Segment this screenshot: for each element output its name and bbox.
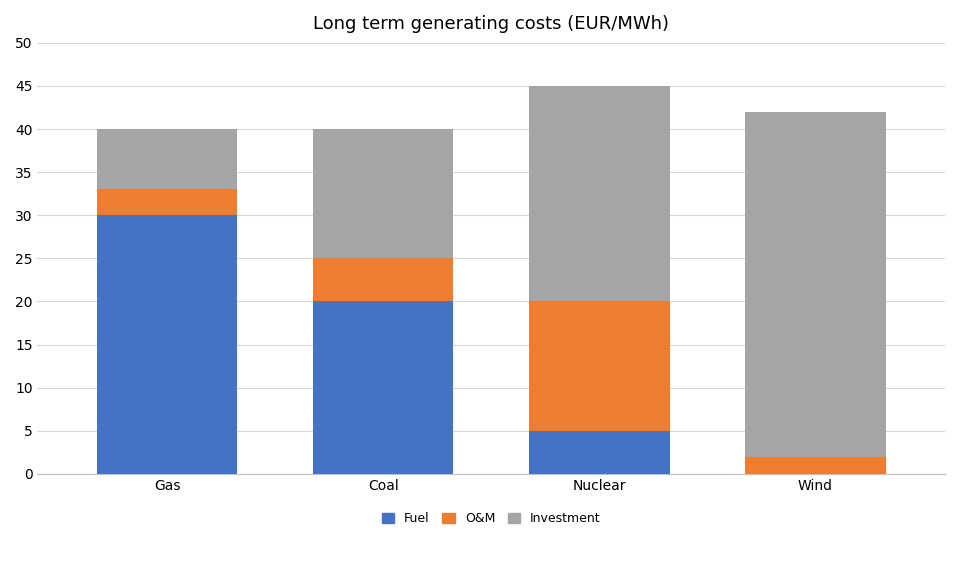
Bar [313,129,453,259]
Title: Long term generating costs (EUR/MWh): Long term generating costs (EUR/MWh) [313,15,669,33]
Legend: Fuel, O&M, Investment: Fuel, O&M, Investment [375,506,607,532]
Bar [529,431,669,474]
Bar [97,215,237,474]
Bar [529,301,669,431]
Bar [97,190,237,215]
Bar [745,112,885,457]
Bar [313,259,453,301]
Bar [529,86,669,301]
Bar [313,301,453,474]
Bar [97,129,237,190]
Bar [745,457,885,474]
